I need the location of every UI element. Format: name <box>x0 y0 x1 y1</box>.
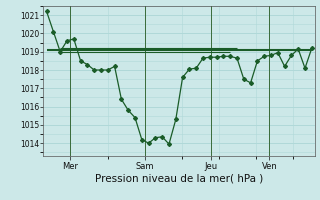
X-axis label: Pression niveau de la mer( hPa ): Pression niveau de la mer( hPa ) <box>95 173 263 183</box>
